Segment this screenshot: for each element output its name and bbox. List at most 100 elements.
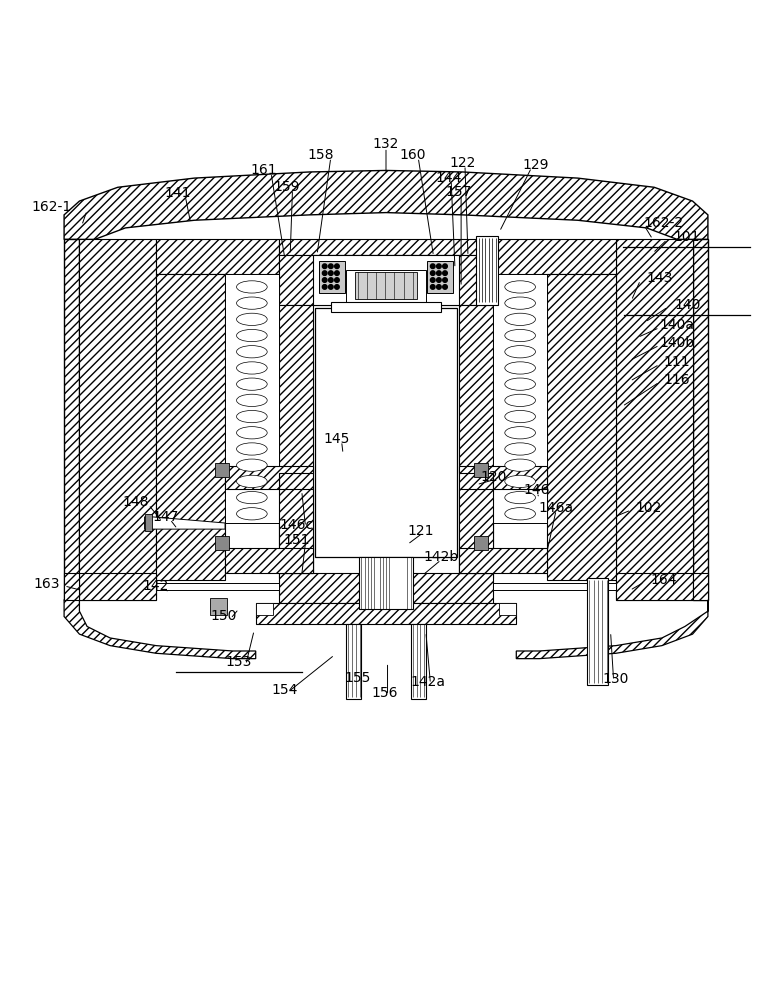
Bar (331, 302, 441, 312)
Text: 132: 132 (373, 137, 399, 151)
Bar (493, 583, 616, 590)
Polygon shape (547, 274, 616, 580)
Polygon shape (279, 255, 493, 305)
Polygon shape (64, 573, 80, 600)
Text: 111: 111 (664, 355, 691, 369)
Ellipse shape (505, 281, 536, 293)
Polygon shape (459, 466, 547, 489)
Circle shape (431, 271, 435, 275)
Text: 146a: 146a (539, 501, 574, 515)
Text: 120: 120 (480, 470, 506, 484)
Ellipse shape (505, 329, 536, 342)
Bar (346, 624, 361, 699)
Circle shape (431, 278, 435, 282)
Text: 146: 146 (523, 483, 550, 497)
Circle shape (431, 264, 435, 269)
Polygon shape (279, 573, 493, 603)
Ellipse shape (236, 427, 267, 439)
Bar (476, 236, 498, 305)
Circle shape (329, 285, 333, 289)
Text: 142b: 142b (424, 550, 459, 564)
Polygon shape (493, 239, 616, 274)
Circle shape (329, 264, 333, 269)
Bar (313, 255, 459, 305)
Polygon shape (64, 600, 256, 659)
Ellipse shape (505, 427, 536, 439)
Text: 162-1: 162-1 (31, 200, 71, 214)
Bar (215, 463, 229, 477)
Text: 144: 144 (435, 171, 462, 185)
Circle shape (442, 264, 447, 269)
Ellipse shape (236, 329, 267, 342)
Text: 143: 143 (646, 271, 673, 285)
Circle shape (437, 271, 441, 275)
Ellipse shape (236, 508, 267, 520)
Circle shape (437, 278, 441, 282)
Ellipse shape (236, 378, 267, 390)
Ellipse shape (236, 297, 267, 309)
Text: 163: 163 (33, 577, 59, 591)
Text: 141: 141 (164, 186, 191, 200)
Text: 156: 156 (371, 686, 398, 700)
Circle shape (334, 264, 339, 269)
Text: 129: 129 (522, 158, 549, 172)
Bar (428, 261, 452, 293)
Polygon shape (279, 489, 313, 573)
Text: 150: 150 (210, 609, 237, 623)
Bar (411, 624, 426, 699)
Circle shape (323, 271, 327, 275)
Polygon shape (279, 239, 493, 255)
Text: 145: 145 (323, 432, 350, 446)
Ellipse shape (505, 443, 536, 455)
Text: 161: 161 (250, 163, 276, 177)
Text: 164: 164 (650, 573, 677, 587)
Circle shape (437, 285, 441, 289)
Ellipse shape (236, 394, 267, 406)
Polygon shape (80, 239, 156, 600)
Circle shape (323, 278, 327, 282)
Polygon shape (225, 466, 313, 489)
Ellipse shape (505, 491, 536, 504)
Bar (346, 270, 426, 302)
Polygon shape (64, 239, 80, 600)
Text: 151: 151 (283, 533, 310, 547)
Ellipse shape (505, 313, 536, 325)
Polygon shape (144, 517, 225, 529)
Ellipse shape (505, 508, 536, 520)
Bar (493, 274, 547, 523)
Ellipse shape (505, 297, 536, 309)
Polygon shape (156, 274, 225, 580)
Circle shape (329, 278, 333, 282)
Circle shape (329, 271, 333, 275)
Bar (474, 536, 488, 550)
Text: 162-2: 162-2 (643, 216, 683, 230)
Bar (587, 578, 608, 685)
Bar (355, 272, 417, 299)
Ellipse shape (505, 346, 536, 358)
Polygon shape (80, 573, 156, 600)
Ellipse shape (505, 459, 536, 471)
Bar (316, 308, 456, 557)
Ellipse shape (236, 459, 267, 471)
Polygon shape (459, 489, 493, 573)
Circle shape (323, 264, 327, 269)
Text: 116: 116 (664, 373, 691, 387)
Text: 153: 153 (225, 655, 252, 669)
Text: 121: 121 (408, 524, 434, 538)
Text: 140b: 140b (659, 336, 695, 350)
Text: 102: 102 (635, 501, 662, 515)
Ellipse shape (505, 410, 536, 423)
Polygon shape (692, 573, 708, 600)
Text: 101: 101 (673, 230, 699, 244)
Text: 140a: 140a (660, 318, 695, 332)
Bar (359, 557, 413, 609)
Text: 148: 148 (122, 495, 149, 509)
Polygon shape (64, 170, 708, 239)
Ellipse shape (236, 443, 267, 455)
Polygon shape (459, 305, 493, 578)
Bar (156, 583, 279, 590)
Ellipse shape (505, 362, 536, 374)
Bar (215, 536, 229, 550)
Ellipse shape (505, 475, 536, 488)
Bar (474, 463, 488, 477)
